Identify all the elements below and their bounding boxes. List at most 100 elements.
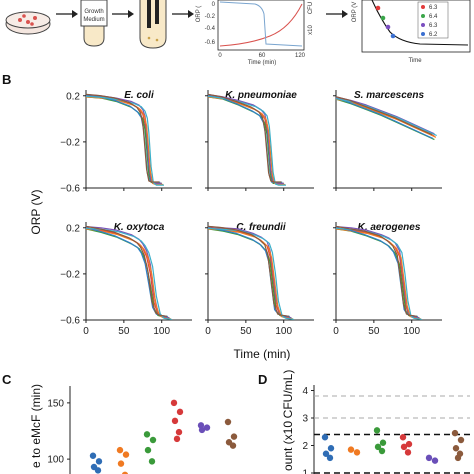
- orp-series-line: [85, 226, 170, 319]
- data-point: [173, 435, 181, 443]
- x-tick-label: 50: [368, 326, 380, 337]
- legend-swatch-3: [421, 32, 425, 36]
- legend-text-1: 6.4: [429, 14, 438, 20]
- data-point: [229, 442, 237, 449]
- panel-d-ylabel: ount (x10: [281, 421, 295, 471]
- panel-d-ylabel-unit: CFU/mL): [281, 370, 295, 419]
- inset-ytick-3: -0.6: [205, 40, 216, 46]
- y-tick-label: −0.2: [60, 269, 80, 280]
- y-tick-label: 0.2: [66, 223, 80, 234]
- subplot-title: K. aerogenes: [358, 222, 421, 233]
- legend-swatch-0: [421, 5, 425, 9]
- inset-ylabel-left: ORP (: [196, 6, 202, 23]
- data-point: [224, 418, 232, 426]
- y-tick-label: 2: [302, 441, 308, 452]
- subplot-title: K. oxytoca: [114, 222, 165, 233]
- data-point: [454, 454, 462, 462]
- inset-xtick-1: 60: [259, 53, 266, 59]
- inset-growth-orp-plot: ORP ( 0 -0.2 -0.4 -0.6 0 60 120 Time (mi…: [196, 0, 314, 66]
- orp-series-line: [85, 227, 172, 320]
- legend-text-0: 6.3: [429, 5, 438, 11]
- x-tick-label: 100: [275, 326, 292, 337]
- data-point: [399, 434, 407, 441]
- schematic-panel: Growth Medium ORP ( 0 -0.2 -0.4 -0.6 0 6…: [5, 0, 471, 66]
- x-tick-label: 0: [333, 326, 339, 337]
- legend-text-2: 6.3: [429, 23, 438, 29]
- orp-series-line: [207, 228, 293, 320]
- legend-swatch-2: [421, 23, 425, 27]
- data-point: [405, 440, 413, 448]
- orp-series-line: [85, 93, 160, 183]
- data-point: [327, 445, 335, 452]
- data-point: [171, 417, 179, 425]
- orp-series-line: [335, 227, 422, 320]
- data-point: [404, 449, 412, 456]
- legend-point-0: [375, 5, 381, 11]
- y-tick-label: −0.6: [60, 316, 80, 327]
- data-point: [89, 452, 97, 459]
- orp-series-line: [335, 225, 418, 317]
- subplot-title: E. coli: [124, 90, 154, 101]
- orp-subplot: 0 50 100 K. aerogenes: [333, 222, 442, 337]
- data-point: [122, 451, 130, 458]
- legend-point-2: [385, 24, 391, 30]
- data-point: [95, 458, 103, 465]
- y-tick-label: −0.6: [60, 184, 80, 195]
- time-to-emcf-plot: 100 150: [47, 386, 238, 474]
- data-point: [451, 429, 459, 437]
- orp-series-line: [207, 227, 294, 320]
- right-orp-curve: [371, 0, 469, 46]
- inset-xlabel: Time (min): [248, 60, 276, 66]
- data-point: [117, 460, 125, 467]
- y-tick-label: 1: [302, 469, 308, 474]
- orp-subplot: 0 50 100 C. freundii: [205, 222, 314, 337]
- electrode-tube-icon: [139, 0, 167, 49]
- orp-series-line: [207, 225, 290, 317]
- orp-series-line: [335, 98, 437, 138]
- data-point: [175, 428, 183, 436]
- y-tick-label: −0.2: [60, 137, 80, 148]
- x-tick-label: 0: [205, 326, 211, 337]
- x-tick-label: 100: [403, 326, 420, 337]
- orp-series-line: [335, 98, 435, 141]
- normalized-orp-plot: ORP (V 6.3 6.4 6.3 6.2 Time: [352, 0, 471, 64]
- data-point: [170, 399, 178, 407]
- data-point: [452, 445, 460, 452]
- data-point: [94, 467, 102, 474]
- orp-subplots: 0.2 −0.2 −0.6 E. coli K. pneumoniae S. marces…: [60, 90, 442, 337]
- data-point: [148, 458, 156, 465]
- panel-letter-b: B: [2, 72, 11, 87]
- data-point: [378, 447, 386, 455]
- panel-letter-c: C: [2, 372, 12, 387]
- inset-orp-curve: [219, 1, 303, 47]
- legend-point-3: [390, 33, 396, 39]
- data-point: [431, 457, 439, 464]
- panel-b-ylabel: ORP (V): [29, 189, 43, 234]
- growth-medium-tube-icon: Growth Medium: [80, 0, 108, 47]
- inset-xtick-0: 0: [218, 53, 222, 59]
- x-tick-label: 50: [118, 326, 130, 337]
- y-tick-label: 100: [47, 455, 64, 466]
- data-point: [143, 431, 151, 438]
- inset-ylabel-right-unit: CFU: [308, 2, 314, 14]
- data-point: [400, 443, 408, 451]
- orp-subplot: S. marcescens: [333, 90, 442, 191]
- data-point: [230, 433, 238, 440]
- y-tick-label: 150: [47, 398, 64, 409]
- data-point: [321, 434, 329, 441]
- inset-xtick-2: 120: [295, 53, 306, 59]
- data-point: [353, 449, 361, 456]
- tube-text-2: Medium: [83, 17, 104, 23]
- subplot-title: K. pneumoniae: [225, 90, 297, 101]
- subplot-title: S. marcescens: [354, 90, 424, 101]
- orp-series-line: [335, 96, 435, 135]
- right-ylabel: ORP (V: [352, 2, 358, 23]
- data-point: [149, 436, 157, 444]
- y-tick-label: 3: [302, 414, 308, 425]
- panel-b-xlabel: Time (min): [234, 347, 291, 361]
- legend-text-3: 6.2: [429, 32, 438, 38]
- arrow-4-head: [342, 10, 348, 18]
- data-point: [379, 439, 387, 446]
- data-point: [176, 408, 184, 416]
